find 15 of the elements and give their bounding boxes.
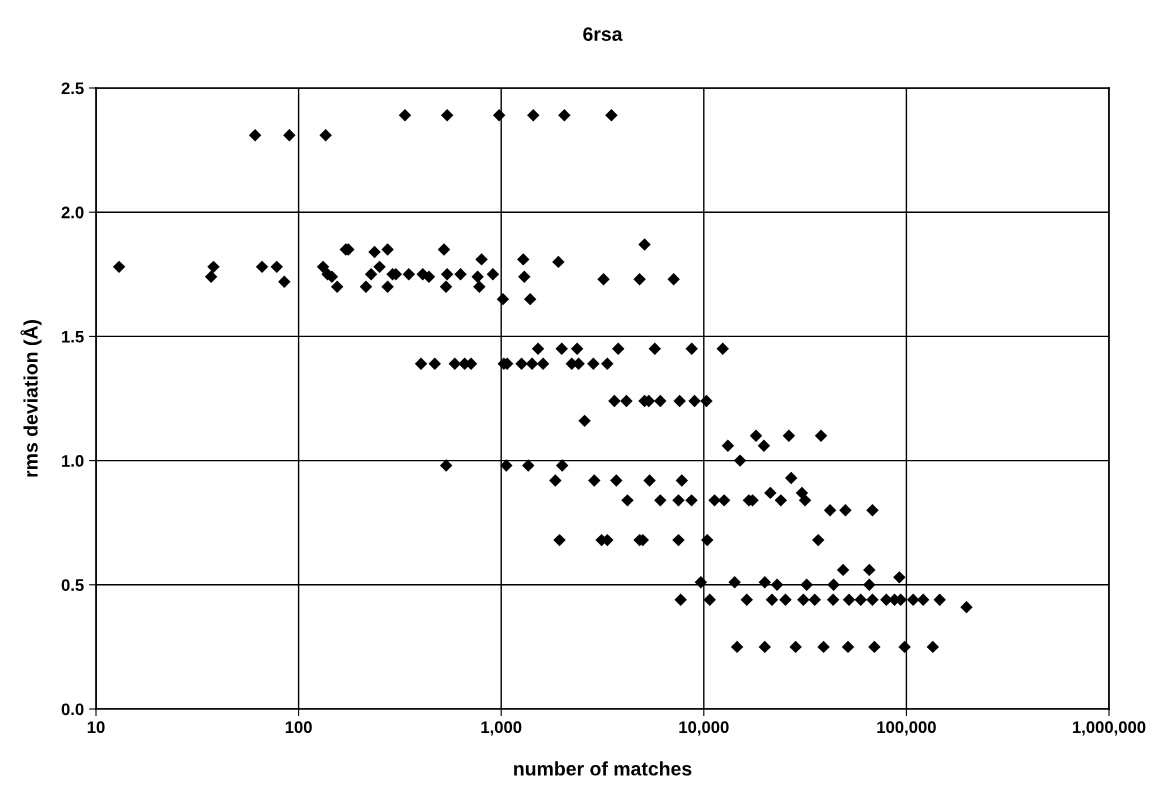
x-axis-title: number of matches xyxy=(514,761,692,776)
y-tick-label: 2.0 xyxy=(61,206,84,219)
x-tick-label: 100 xyxy=(285,721,312,734)
x-tick-label: 100,000 xyxy=(877,721,936,736)
x-tick-label: 10 xyxy=(87,721,105,734)
x-tick-label: 1,000,000 xyxy=(1072,721,1146,736)
y-tick-label: 1.0 xyxy=(62,455,84,467)
x-tick-label: 1,000 xyxy=(481,721,522,736)
y-tick-label: 2.5 xyxy=(61,82,84,95)
chart-title: 6rsa xyxy=(583,27,623,41)
y-tick-label: 0.0 xyxy=(61,703,84,716)
y-tick-label: 1.5 xyxy=(62,330,84,343)
y-axis-title: rms deviation (Å) xyxy=(20,320,42,477)
x-tick-label: 10,000 xyxy=(679,721,729,736)
y-tick-label: 0.5 xyxy=(61,579,84,591)
